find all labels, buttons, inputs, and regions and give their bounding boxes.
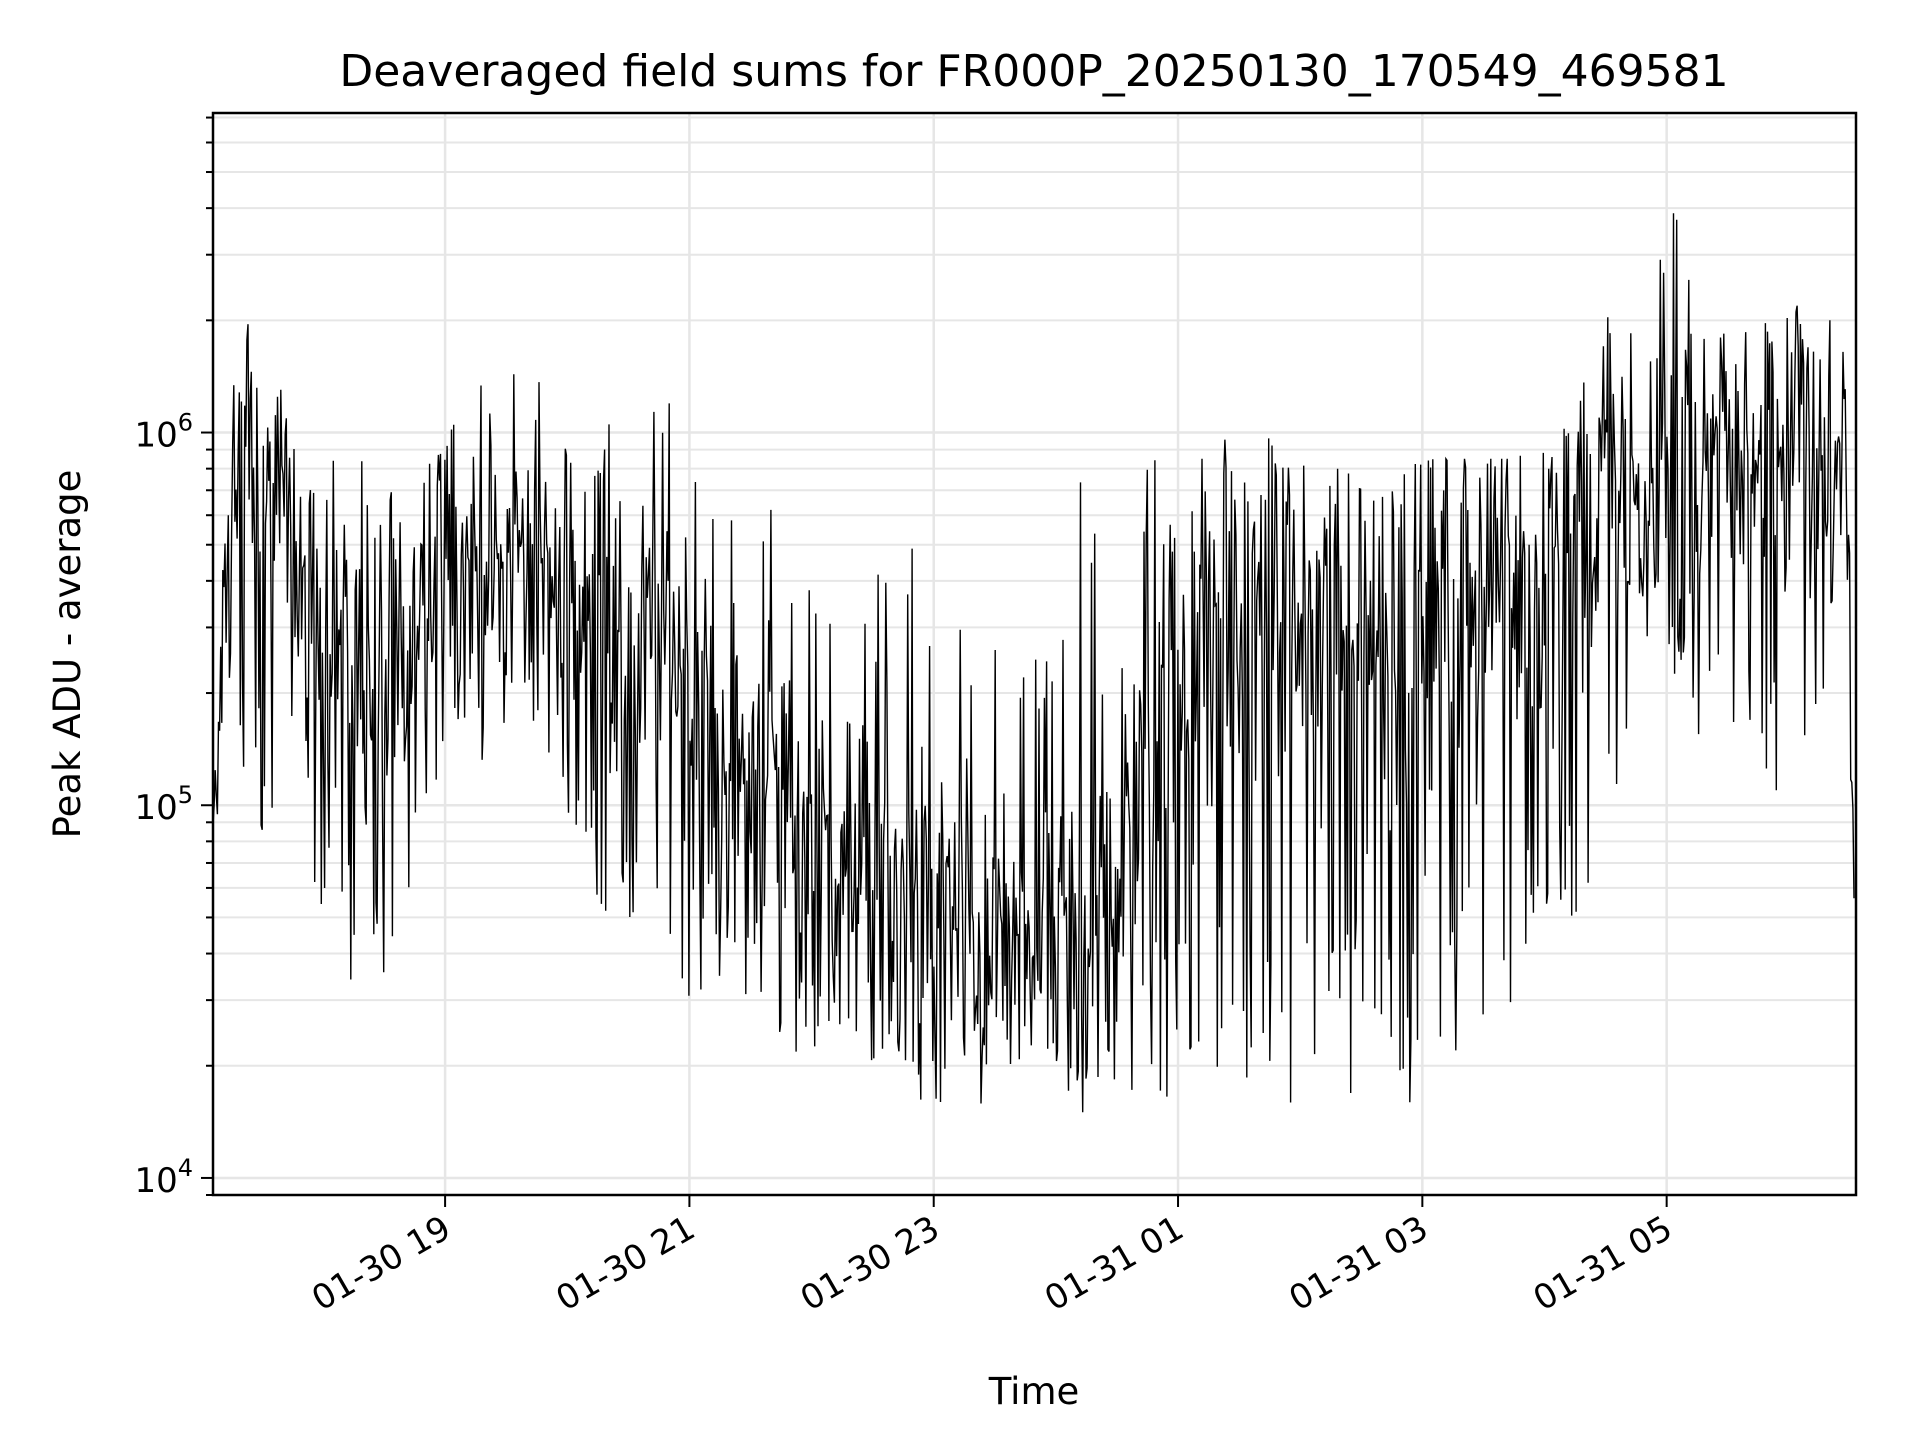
x-tick-label: 01-30 21 — [550, 1208, 702, 1319]
x-tick-label: 01-30 23 — [794, 1208, 946, 1319]
x-tick-label: 01-30 19 — [305, 1208, 457, 1319]
y-tick-label: 104 — [134, 1154, 193, 1201]
x-axis-label: Time — [988, 1370, 1080, 1413]
data-layer — [212, 213, 1855, 1113]
x-tick-label: 01-31 05 — [1527, 1208, 1679, 1319]
y-axis-label: Peak ADU - average — [46, 470, 89, 839]
series-line — [212, 213, 1855, 1113]
x-tick-label: 01-31 01 — [1038, 1208, 1190, 1319]
chart-title: Deaveraged field sums for FR000P_2025013… — [339, 46, 1728, 97]
y-tick-label: 106 — [134, 409, 193, 456]
y-tick-label: 105 — [134, 781, 193, 828]
x-tick-label: 01-31 03 — [1282, 1208, 1434, 1319]
plot-frame — [211, 111, 1858, 1197]
